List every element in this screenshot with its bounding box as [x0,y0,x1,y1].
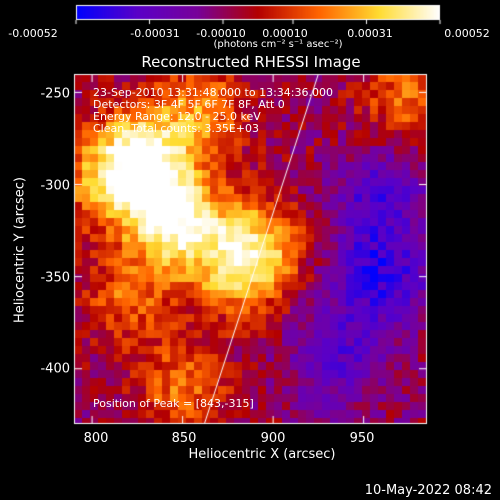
info-time-range: 23-Sep-2010 13:31:48.000 to 13:34:36.000 [93,86,333,99]
colorbar-tick-label: 0.00052 [444,27,490,40]
x-tick-label: 950 [349,431,375,446]
peak-position-label: Position of Peak = [843,-315] [93,397,254,410]
y-axis-label: Heliocentric Y (arcsec) [12,177,28,323]
colorbar-tick-label: 0.00010 [262,27,308,40]
x-tick-label: 850 [171,431,197,446]
chart-title: Reconstructed RHESSI Image [141,53,361,71]
x-tick-label: 900 [260,431,286,446]
y-tick-label: -350 [40,270,70,286]
y-tick-label: -300 [40,178,70,194]
info-clean-counts: Clean. Total counts: 3.35E+03 [93,122,260,135]
y-tick-label: -400 [40,361,70,377]
colorbar-tick-label: -0.00052 [8,27,58,40]
render-timestamp: 10-May-2022 08:42 [364,483,492,498]
y-tick-label: -250 [40,86,70,102]
observation-info: 23-Sep-2010 13:31:48.000 to 13:34:36.000… [93,87,333,135]
colorbar-tick-label: -0.00031 [130,27,180,40]
x-tick-label: 800 [83,431,109,446]
x-axis-label: Heliocentric X (arcsec) [188,447,336,462]
colorbar-tick-label: 0.00031 [347,27,393,40]
colorbar-unit-label: (photons cm⁻² s⁻¹ asec⁻²) [213,39,343,50]
info-energy-range: Energy Range: 12.0 - 25.0 keV [93,110,261,123]
info-detectors: Detectors: 3F 4F 5F 6F 7F 8F, Att 0 [93,98,285,111]
colorbar-tick-label: -0.00010 [196,27,246,40]
